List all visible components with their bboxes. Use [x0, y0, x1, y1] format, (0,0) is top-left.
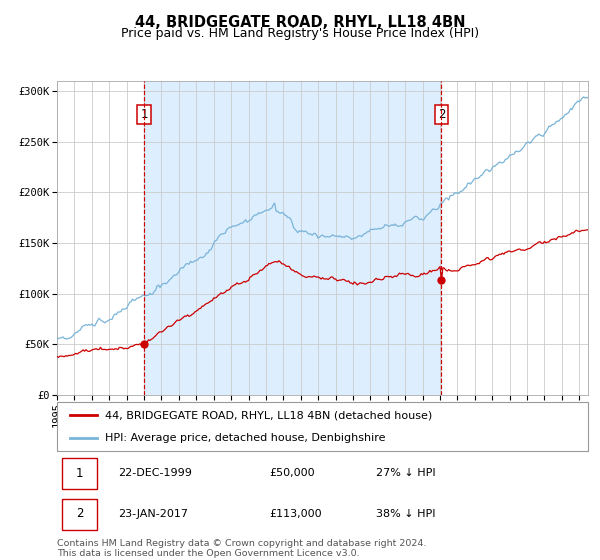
Bar [144, 81, 442, 395]
Text: 44, BRIDGEGATE ROAD, RHYL, LL18 4BN (detached house): 44, BRIDGEGATE ROAD, RHYL, LL18 4BN (det… [105, 410, 432, 421]
Text: 38% ↓ HPI: 38% ↓ HPI [376, 508, 435, 519]
Bar [62, 499, 97, 530]
Text: £113,000: £113,000 [269, 508, 322, 519]
Text: 27% ↓ HPI: 27% ↓ HPI [376, 468, 435, 478]
Text: 44, BRIDGEGATE ROAD, RHYL, LL18 4BN: 44, BRIDGEGATE ROAD, RHYL, LL18 4BN [135, 15, 465, 30]
Text: £50,000: £50,000 [269, 468, 315, 478]
Text: Contains HM Land Registry data © Crown copyright and database right 2024.
This d: Contains HM Land Registry data © Crown c… [57, 539, 427, 558]
Text: HPI: Average price, detached house, Denbighshire: HPI: Average price, detached house, Denb… [105, 433, 385, 444]
Text: Price paid vs. HM Land Registry's House Price Index (HPI): Price paid vs. HM Land Registry's House … [121, 27, 479, 40]
Text: 23-JAN-2017: 23-JAN-2017 [118, 508, 188, 519]
Text: 2: 2 [76, 507, 83, 520]
Text: 1: 1 [76, 466, 83, 479]
Text: 2: 2 [437, 108, 445, 120]
Text: 22-DEC-1999: 22-DEC-1999 [118, 468, 192, 478]
Text: 1: 1 [140, 108, 148, 120]
Bar [62, 459, 97, 489]
